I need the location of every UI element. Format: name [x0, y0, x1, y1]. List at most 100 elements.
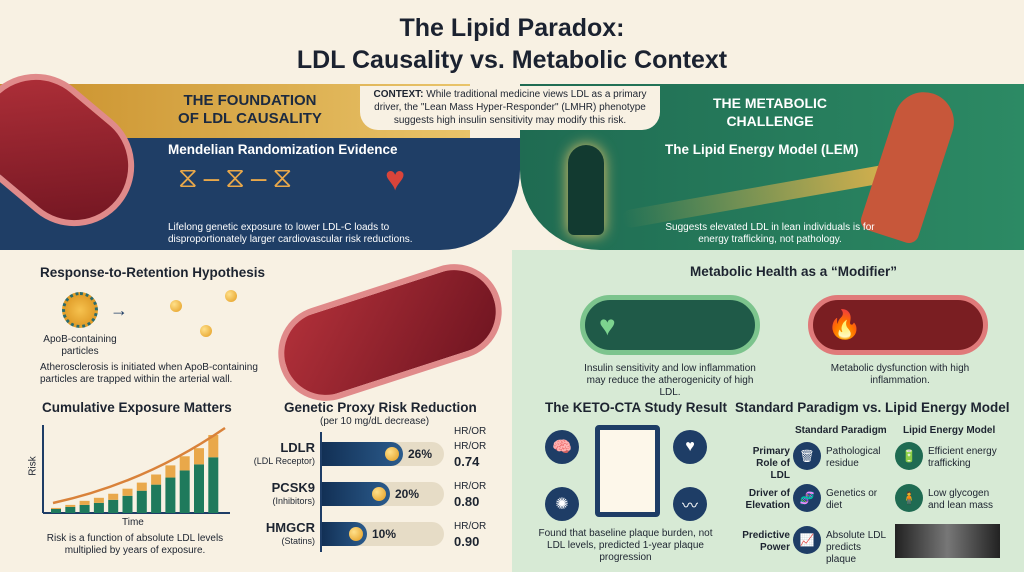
bar-base — [165, 477, 176, 513]
heart-icon: ♥ — [385, 160, 406, 198]
hr-value: 0.80 — [454, 494, 480, 509]
network-icon: ✺ — [545, 487, 579, 521]
bar-base — [51, 508, 61, 513]
trend-arrow — [52, 426, 226, 505]
pct-label: 10% — [372, 527, 397, 541]
standard-icon: 🧬 — [793, 484, 821, 512]
col-standard: Standard Paradigm — [795, 425, 887, 436]
genetic-title: Genetic Proxy Risk Reduction — [284, 400, 477, 415]
keto-title: The KETO-CTA Study Result — [545, 400, 728, 415]
cta-scan-image — [895, 524, 1000, 558]
right-header-line2: CHALLENGE — [726, 113, 814, 129]
bar-base — [79, 504, 90, 513]
lem-title: The Lipid Energy Model (LEM) — [665, 142, 859, 157]
bar-base — [194, 464, 204, 513]
bar-added — [151, 474, 162, 485]
hr-label: HR/OR — [454, 521, 487, 532]
bar-added — [65, 504, 76, 507]
bar-base — [122, 495, 133, 513]
bar-added — [122, 488, 133, 496]
dna-icons: ⧖–⧖–⧖ — [178, 162, 299, 193]
healthy-text: Insulin sensitivity and low inflammation… — [584, 363, 756, 398]
gene-sub: (Inhibitors) — [272, 496, 315, 506]
standard-value: Absolute LDL predicts plaque — [826, 530, 886, 565]
mendelian-title: Mendelian Randomization Evidence — [168, 142, 398, 157]
cumulative-caption: Risk is a function of absolute LDL level… — [46, 533, 224, 556]
lem-text: Suggests elevated LDL in lean individual… — [665, 222, 875, 245]
bar-base — [93, 502, 104, 513]
heart-icon: ♥ — [673, 430, 707, 464]
inflamed-vessel: 🔥 — [808, 295, 988, 355]
gene-sub: (LDL Receptor) — [253, 456, 315, 466]
retention-text: Atherosclerosis is initiated when ApoB-c… — [40, 362, 258, 385]
heartbeat-icon: 〰 — [673, 487, 707, 521]
title-line-1: The Lipid Paradox: — [399, 14, 625, 42]
particle — [170, 300, 182, 312]
bar-base — [108, 499, 119, 513]
lem-value: Low glycogen and lean mass — [928, 488, 994, 511]
bar-added — [179, 456, 190, 471]
unhealthy-text: Metabolic dysfunction with high inflamma… — [830, 363, 970, 386]
arrow-icon: → — [110, 300, 128, 320]
gene-label: HMGCR (Statins) — [240, 520, 315, 547]
modifier-title: Metabolic Health as a “Modifier” — [690, 264, 898, 279]
brain-icon: 🧠 — [545, 430, 579, 464]
flame-icon: 🔥 — [827, 309, 862, 340]
y-axis-label: Risk — [27, 456, 39, 476]
particle-label: ApoB-containing particles — [43, 334, 117, 357]
left-header: THE FOUNDATION OF LDL CAUSALITY — [150, 92, 350, 128]
hr-value: 0.74 — [454, 454, 480, 469]
left-header-line2: OF LDL CAUSALITY — [178, 110, 322, 127]
risk-bar — [322, 482, 390, 506]
context-label: CONTEXT: — [373, 89, 424, 100]
bar-base — [179, 470, 190, 513]
col-lem: Lipid Energy Model — [903, 425, 996, 436]
healthy-vessel: ♥ — [580, 295, 760, 355]
pct-label: 26% — [408, 447, 433, 461]
compare-title: Standard Paradigm vs. Lipid Energy Model — [735, 400, 1010, 415]
lem-value: Efficient energy trafficking — [928, 446, 997, 469]
gene-name: HMGCR — [265, 520, 315, 535]
standard-value: Pathological residue — [826, 446, 881, 469]
bar-added — [208, 435, 219, 458]
bar-base — [65, 506, 76, 513]
cumulative-chart — [42, 425, 230, 514]
hr-label: HR/OR — [454, 441, 487, 452]
standard-icon: 📈 — [793, 526, 821, 554]
bar-added — [51, 507, 61, 509]
heart-icon: ♥ — [599, 310, 616, 341]
gene-label: LDLR (LDL Receptor) — [240, 440, 315, 467]
hr-column-header: HR/OR — [454, 426, 487, 437]
human-silhouette-icon — [568, 145, 604, 235]
title-line-2: LDL Causality vs. Metabolic Context — [296, 46, 728, 74]
bar-added — [108, 493, 119, 500]
bar-added — [165, 465, 176, 478]
lem-icon: 🔋 — [895, 442, 923, 470]
clipboard-report-icon — [595, 425, 660, 517]
gene-name: PCSK9 — [271, 480, 315, 495]
row-label: Primary Role of LDL — [752, 446, 790, 481]
genetic-subtitle: (per 10 mg/dL decrease) — [320, 416, 430, 427]
row-label: Predictive Power — [742, 530, 790, 553]
apob-particle-icon — [62, 292, 98, 328]
bar-base — [208, 457, 219, 513]
standard-value: Genetics or diet — [826, 488, 878, 511]
right-header: THE METABOLIC CHALLENGE — [690, 94, 850, 130]
bar-added — [79, 500, 90, 505]
pct-label: 20% — [395, 487, 420, 501]
keto-caption: Found that baseline plaque burden, not L… — [538, 528, 713, 563]
context-text: While traditional medicine views LDL as … — [374, 89, 647, 126]
gene-name: LDLR — [280, 440, 315, 455]
gene-label: PCSK9 (Inhibitors) — [240, 480, 315, 507]
bar-added — [136, 482, 147, 491]
risk-bar — [322, 442, 403, 466]
bar-base — [136, 490, 147, 513]
retention-title: Response-to-Retention Hypothesis — [40, 265, 266, 280]
left-header-line1: THE FOUNDATION — [183, 92, 317, 109]
artery-wall-illustration — [265, 251, 515, 414]
cumulative-title: Cumulative Exposure Matters — [42, 400, 232, 415]
right-header-line1: THE METABOLIC — [712, 95, 828, 111]
particle — [200, 325, 212, 337]
particle — [225, 290, 237, 302]
context-box: CONTEXT: While traditional medicine view… — [360, 86, 660, 130]
